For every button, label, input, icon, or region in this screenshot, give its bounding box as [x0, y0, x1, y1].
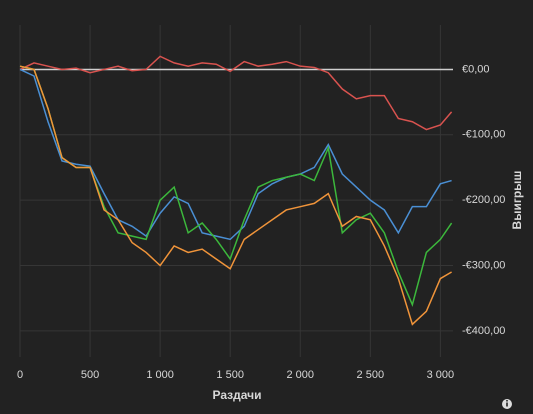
x-tick-label: 3 000 [427, 369, 455, 381]
x-tick-label: 0 [17, 369, 23, 381]
y-tick-label: -€200,00 [462, 194, 505, 206]
y-tick-label: €0,00 [462, 63, 490, 75]
y-tick-label: -€300,00 [462, 259, 505, 271]
y-tick-label: -€400,00 [462, 325, 505, 337]
x-tick-label: 2 500 [357, 369, 385, 381]
y-tick-label: -€100,00 [462, 129, 505, 141]
series-line [19, 65, 453, 308]
series-line [19, 68, 452, 241]
x-tick-label: 1 000 [146, 369, 174, 381]
x-tick-label: 500 [81, 369, 99, 381]
info-icon[interactable] [502, 399, 512, 409]
x-axis-title: Раздачи [213, 388, 262, 402]
series-line [19, 65, 452, 326]
series-line [19, 55, 453, 131]
y-axis-title: Выигрыш [510, 171, 524, 230]
x-tick-label: 2 000 [286, 369, 314, 381]
x-tick-label: 1 500 [216, 369, 244, 381]
